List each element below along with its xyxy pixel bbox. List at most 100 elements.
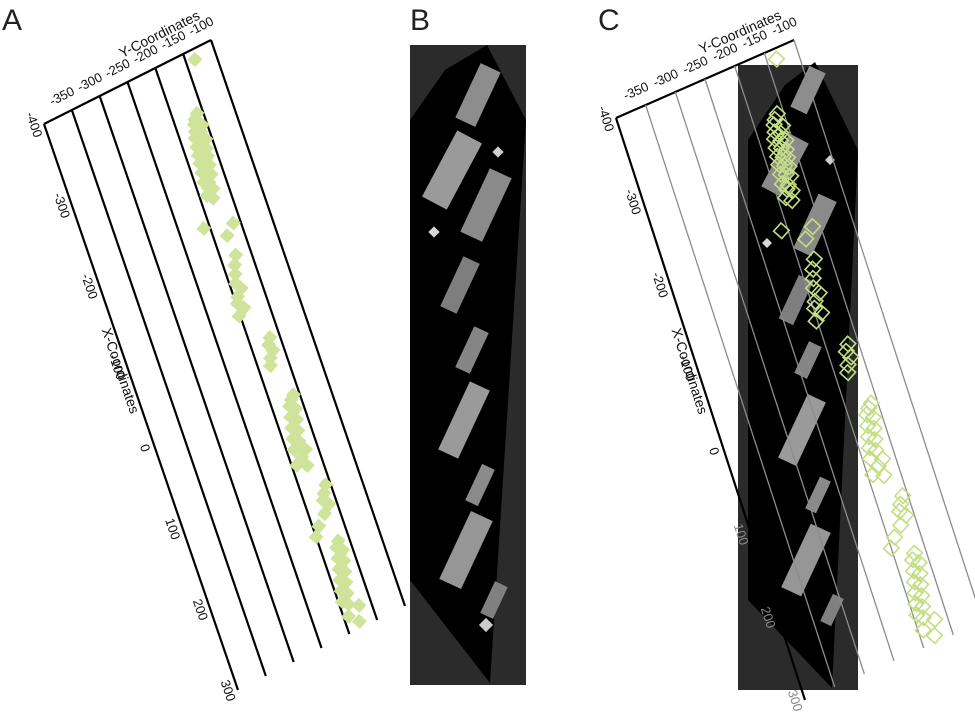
sample-point xyxy=(866,430,884,449)
sample-point xyxy=(805,299,824,318)
sample-point xyxy=(914,608,933,627)
sample-point xyxy=(857,405,876,424)
x-tick-label: -300 xyxy=(622,187,644,216)
seafloor-tile xyxy=(440,256,480,314)
grid-line xyxy=(645,104,836,688)
x-tick-label: 100 xyxy=(162,516,183,541)
sample-point xyxy=(227,266,243,282)
seafloor-tile xyxy=(781,523,831,597)
sample-point xyxy=(219,228,235,244)
sample-point xyxy=(891,516,910,534)
y-tick-label: -250 xyxy=(680,53,710,77)
sample-point xyxy=(340,596,356,612)
grid-line xyxy=(704,78,895,662)
sample-point xyxy=(865,419,883,438)
sample-point xyxy=(804,269,823,288)
sample-point xyxy=(766,110,784,129)
sample-point xyxy=(351,613,367,629)
sample-point xyxy=(875,466,893,485)
grid-line xyxy=(182,53,379,621)
sample-point xyxy=(864,408,883,427)
sample-point xyxy=(904,561,923,580)
sample-point xyxy=(812,303,831,322)
x-tick-label: 0 xyxy=(137,442,154,454)
x-tick-label: 300 xyxy=(785,688,806,713)
sample-point xyxy=(316,506,332,522)
sample-point xyxy=(906,583,925,602)
panel-b-seafloor-tiles xyxy=(422,63,512,633)
sample-point xyxy=(858,416,877,435)
sample-point xyxy=(914,621,933,640)
sample-point xyxy=(903,550,922,569)
seafloor-tile xyxy=(460,168,512,242)
panel-b-letter: B xyxy=(410,4,430,37)
sample-point xyxy=(289,457,305,473)
sample-point xyxy=(890,502,909,521)
sample-point xyxy=(893,486,912,505)
sample-point xyxy=(912,586,931,605)
grid-line xyxy=(154,67,351,635)
seafloor-tile xyxy=(428,226,440,238)
sample-point xyxy=(803,217,822,236)
sample-point xyxy=(803,260,822,279)
x-tick-label: -200 xyxy=(649,270,671,299)
grid-line xyxy=(98,95,295,663)
panel-c-sample-points xyxy=(765,50,944,645)
seafloor-tile xyxy=(455,326,489,374)
seafloor-tile xyxy=(794,341,822,379)
seafloor-tile xyxy=(439,510,493,590)
x-tick-label: 0 xyxy=(706,445,723,457)
seafloor-tile xyxy=(762,238,772,248)
grid-line xyxy=(674,91,865,675)
x-tick-label: -400 xyxy=(595,104,617,133)
sample-point xyxy=(860,438,879,457)
x-tick-label: -400 xyxy=(23,110,46,139)
sample-point xyxy=(767,50,786,68)
y-tick-label: -300 xyxy=(75,69,105,94)
sample-point xyxy=(859,427,878,446)
seafloor-tile xyxy=(805,476,831,514)
sample-point xyxy=(351,597,367,613)
seafloor-tile xyxy=(478,617,494,633)
x-axis-line xyxy=(614,117,807,701)
sample-point xyxy=(837,342,856,361)
sample-point xyxy=(910,553,928,572)
x-axis-line xyxy=(42,123,240,691)
y-tick-label: -350 xyxy=(621,79,651,103)
grid-line xyxy=(793,39,975,600)
seafloor-tile xyxy=(492,146,504,158)
panel-a-grid-lines xyxy=(42,39,407,691)
x-tick-label: 200 xyxy=(758,605,779,630)
panel-c-plot: -350-300-250-200-150-100-400-300-200-100… xyxy=(595,7,975,713)
seafloor-tile xyxy=(438,381,490,459)
grid-line xyxy=(763,52,954,636)
sample-point xyxy=(321,496,337,512)
sample-point xyxy=(810,284,829,302)
sample-point xyxy=(905,572,924,591)
panel-a-x-axis-title: X-Coordinates xyxy=(99,326,143,416)
sample-point xyxy=(308,529,324,545)
sample-point xyxy=(225,215,241,231)
seafloor-tile xyxy=(778,394,826,466)
sample-point xyxy=(262,358,278,374)
seafloor-tile xyxy=(480,581,508,619)
x-tick-label: 200 xyxy=(190,597,211,622)
grid-line xyxy=(126,81,323,649)
seafloor-tile xyxy=(793,193,837,257)
grid-line xyxy=(209,39,407,607)
sample-point xyxy=(925,610,944,629)
sample-point xyxy=(796,230,815,248)
sample-point xyxy=(908,605,926,624)
panel-b-image-mosaic xyxy=(410,45,526,685)
sample-point xyxy=(873,450,892,468)
x-tick-label: -300 xyxy=(51,191,74,220)
sample-point xyxy=(925,626,944,645)
sample-point xyxy=(863,465,882,484)
sample-point xyxy=(882,539,901,558)
sample-point xyxy=(773,116,792,135)
sample-point xyxy=(231,308,247,324)
sample-point xyxy=(782,191,801,210)
seafloor-tile xyxy=(455,63,501,127)
panel-c-letter: C xyxy=(598,4,620,37)
